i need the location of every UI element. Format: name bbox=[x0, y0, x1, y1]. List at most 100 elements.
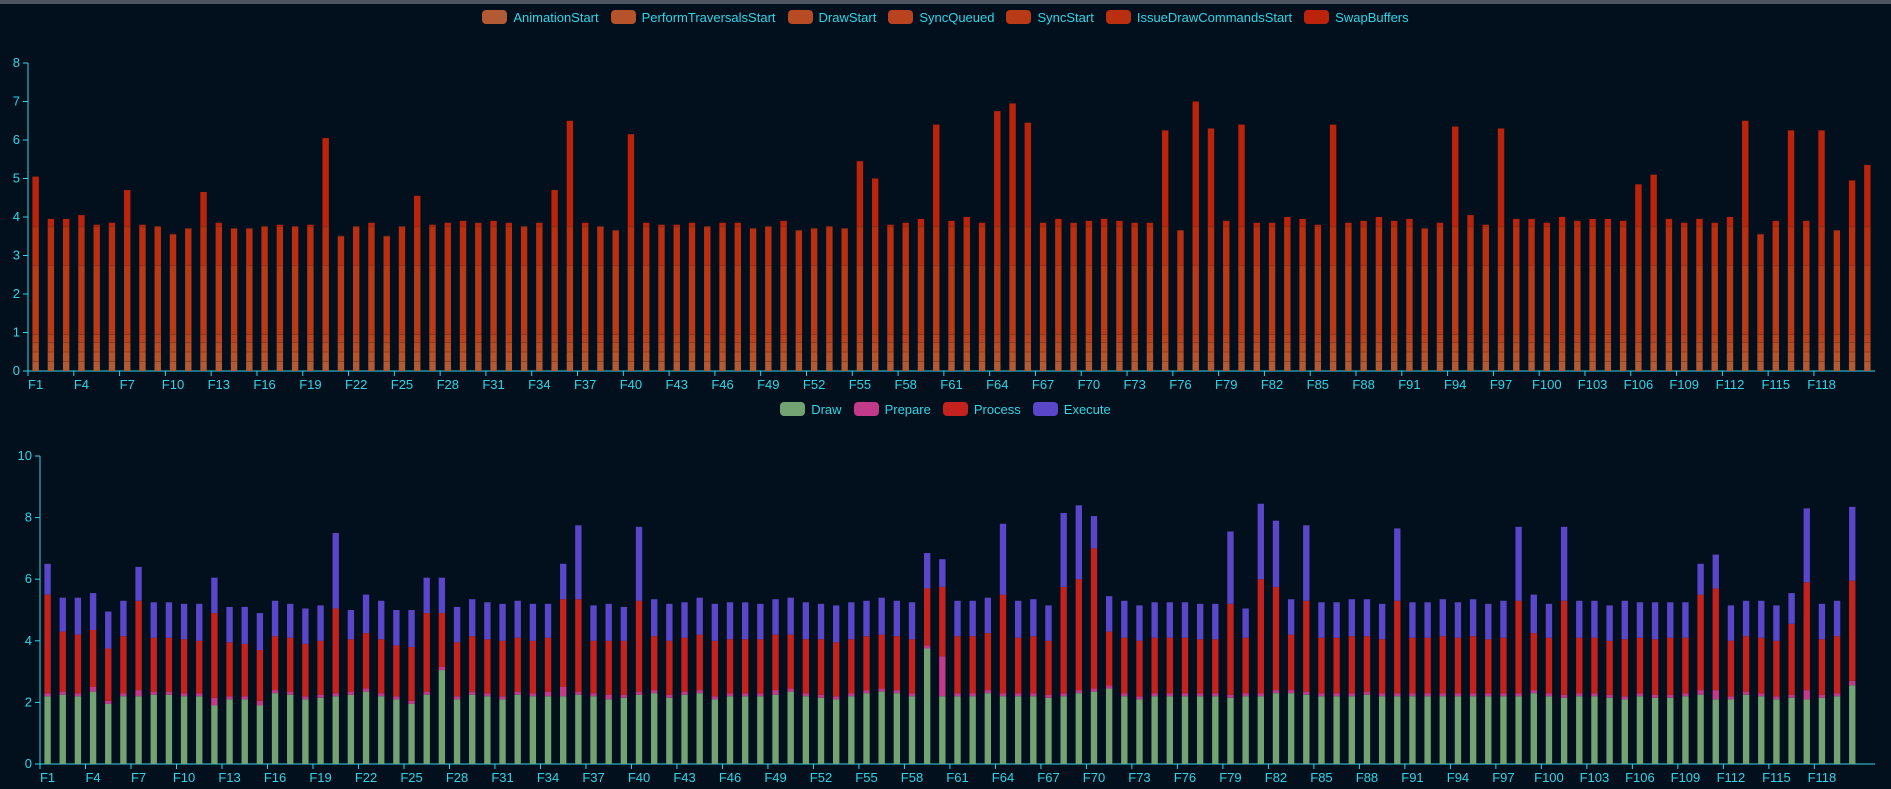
render-bar-107[interactable] bbox=[1651, 602, 1659, 764]
render-bar-21[interactable] bbox=[347, 610, 355, 764]
frame-bar-46[interactable] bbox=[719, 222, 726, 371]
frame-bar-90[interactable] bbox=[1390, 220, 1398, 371]
frame-bar-10[interactable] bbox=[169, 233, 177, 371]
frame-bar-92[interactable] bbox=[1421, 228, 1428, 371]
render-bar-16[interactable] bbox=[271, 600, 279, 764]
render-bar-73[interactable] bbox=[1136, 605, 1143, 764]
render-bar-20[interactable] bbox=[332, 533, 339, 764]
frame-bar-5[interactable] bbox=[93, 224, 100, 371]
frame-bar-30[interactable] bbox=[475, 222, 482, 371]
frame-bar-9[interactable] bbox=[154, 226, 161, 371]
frame-bar-95[interactable] bbox=[1467, 215, 1474, 371]
frame-bar-98[interactable] bbox=[1513, 218, 1520, 371]
render-bar-51[interactable] bbox=[802, 602, 810, 764]
render-bar-72[interactable] bbox=[1121, 600, 1128, 764]
frame-bar-101[interactable] bbox=[1558, 217, 1566, 371]
frame-bar-31[interactable] bbox=[490, 220, 497, 371]
frame-bar-55[interactable] bbox=[856, 161, 864, 371]
render-bar-31[interactable] bbox=[499, 603, 506, 764]
render-bar-85[interactable] bbox=[1318, 602, 1325, 764]
frame-bar-102[interactable] bbox=[1574, 220, 1581, 371]
frame-bar-105[interactable] bbox=[1619, 220, 1627, 371]
frame-bar-66[interactable] bbox=[1024, 122, 1032, 371]
frame-bar-26[interactable] bbox=[414, 195, 421, 371]
frame-bar-49[interactable] bbox=[765, 226, 772, 371]
render-bar-110[interactable] bbox=[1697, 563, 1704, 764]
render-bar-14[interactable] bbox=[241, 606, 248, 764]
render-bar-34[interactable] bbox=[544, 603, 552, 764]
render-bar-42[interactable] bbox=[666, 603, 673, 764]
render-bar-116[interactable] bbox=[1788, 593, 1795, 764]
render-bar-82[interactable] bbox=[1272, 520, 1280, 764]
render-bar-11[interactable] bbox=[196, 603, 203, 764]
render-bar-84[interactable] bbox=[1303, 525, 1310, 764]
frame-bar-60[interactable] bbox=[933, 124, 940, 371]
legend-item-animationstart[interactable]: AnimationStart bbox=[482, 10, 599, 25]
frame-bar-19[interactable] bbox=[307, 224, 314, 371]
frame-bar-107[interactable] bbox=[1650, 174, 1657, 371]
frame-bar-43[interactable] bbox=[673, 224, 680, 371]
render-bar-8[interactable] bbox=[150, 602, 157, 764]
render-bar-15[interactable] bbox=[256, 613, 264, 764]
render-bar-57[interactable] bbox=[893, 600, 901, 764]
frame-bar-83[interactable] bbox=[1284, 217, 1291, 371]
legend-item-performtraversalsstart[interactable]: PerformTraversalsStart bbox=[610, 10, 776, 25]
frame-bar-91[interactable] bbox=[1406, 218, 1413, 371]
render-bar-41[interactable] bbox=[651, 599, 658, 764]
legend-item-draw[interactable]: Draw bbox=[780, 402, 842, 417]
frame-bar-100[interactable] bbox=[1543, 222, 1551, 371]
legend-item-prepare[interactable]: Prepare bbox=[853, 402, 931, 417]
frame-bar-63[interactable] bbox=[978, 222, 986, 371]
render-bar-56[interactable] bbox=[878, 597, 885, 764]
frame-bar-3[interactable] bbox=[62, 218, 70, 371]
frame-bar-57[interactable] bbox=[887, 224, 894, 371]
render-bar-26[interactable] bbox=[423, 577, 430, 764]
frame-bar-35[interactable] bbox=[551, 190, 558, 371]
render-bar-109[interactable] bbox=[1682, 602, 1689, 764]
frame-bar-50[interactable] bbox=[780, 220, 787, 371]
render-bar-30[interactable] bbox=[484, 602, 491, 764]
frame-bar-39[interactable] bbox=[612, 229, 619, 371]
frame-bar-68[interactable] bbox=[1055, 218, 1062, 371]
legend-item-syncstart[interactable]: SyncStart bbox=[1006, 10, 1094, 25]
render-bar-48[interactable] bbox=[757, 603, 764, 764]
render-bar-60[interactable] bbox=[939, 559, 946, 764]
frame-bar-23[interactable] bbox=[368, 222, 375, 371]
render-bar-112[interactable] bbox=[1727, 605, 1735, 764]
frame-bar-97[interactable] bbox=[1497, 128, 1505, 371]
render-bar-80[interactable] bbox=[1242, 608, 1249, 764]
render-bar-58[interactable] bbox=[908, 602, 916, 764]
render-bar-12[interactable] bbox=[211, 577, 218, 764]
render-bar-113[interactable] bbox=[1742, 600, 1750, 764]
render-bar-19[interactable] bbox=[317, 605, 324, 764]
frame-bar-16[interactable] bbox=[261, 226, 268, 371]
render-bar-120[interactable] bbox=[1849, 506, 1856, 764]
frame-bar-18[interactable] bbox=[291, 226, 299, 371]
render-bar-83[interactable] bbox=[1287, 599, 1295, 764]
render-bar-102[interactable] bbox=[1576, 600, 1583, 764]
frame-bar-40[interactable] bbox=[627, 134, 635, 371]
render-bar-44[interactable] bbox=[696, 597, 703, 764]
frame-bar-6[interactable] bbox=[108, 222, 116, 371]
frame-bar-85[interactable] bbox=[1314, 224, 1322, 371]
render-bar-25[interactable] bbox=[408, 610, 415, 764]
render-bar-22[interactable] bbox=[362, 594, 370, 764]
frame-bar-11[interactable] bbox=[185, 228, 192, 371]
render-bar-69[interactable] bbox=[1075, 505, 1083, 764]
render-bar-66[interactable] bbox=[1030, 599, 1037, 764]
render-bar-70[interactable] bbox=[1090, 516, 1098, 764]
frame-bar-37[interactable] bbox=[581, 222, 589, 371]
frame-bar-119[interactable] bbox=[1833, 229, 1841, 371]
frame-bar-59[interactable] bbox=[917, 218, 925, 371]
render-bar-29[interactable] bbox=[469, 599, 476, 764]
render-bar-114[interactable] bbox=[1758, 600, 1765, 764]
render-bar-89[interactable] bbox=[1378, 603, 1386, 764]
frame-bar-65[interactable] bbox=[1009, 103, 1016, 371]
render-bar-46[interactable] bbox=[726, 602, 734, 764]
render-bar-75[interactable] bbox=[1166, 602, 1173, 764]
frame-bar-53[interactable] bbox=[826, 226, 833, 371]
render-bar-97[interactable] bbox=[1500, 600, 1507, 764]
render-bar-92[interactable] bbox=[1424, 602, 1431, 764]
frame-bar-21[interactable] bbox=[337, 235, 345, 371]
render-bar-33[interactable] bbox=[529, 603, 537, 764]
